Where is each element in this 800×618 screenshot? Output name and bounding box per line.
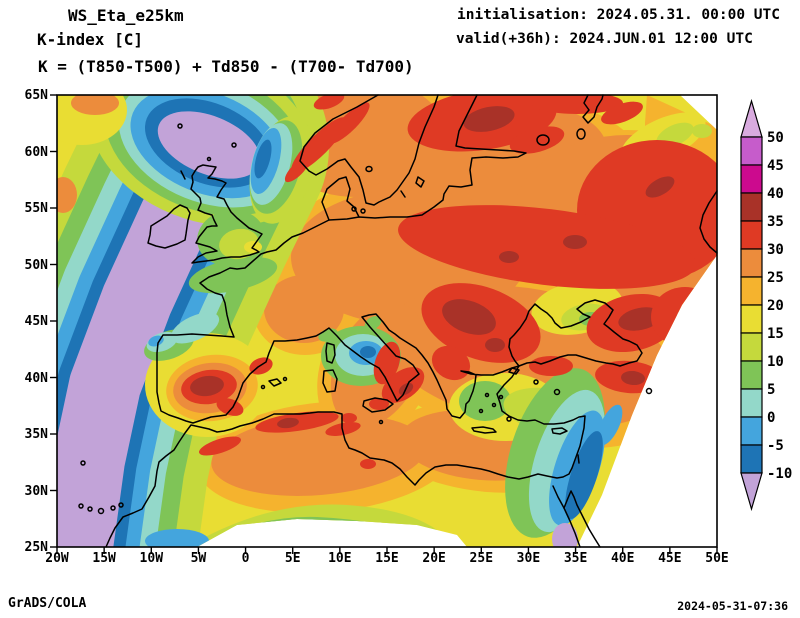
colorbar-segment bbox=[740, 164, 763, 194]
colorbar-segment bbox=[740, 220, 763, 250]
lat-tick-label: 45N bbox=[24, 314, 48, 329]
formula-label: K = (T850-T500) + Td850 - (T700- Td700) bbox=[38, 57, 414, 76]
lat-tick-label: 65N bbox=[24, 88, 48, 103]
colorbar-level-label: 10 bbox=[767, 354, 784, 370]
colorbar-level-label: -5 bbox=[767, 438, 784, 454]
model-title: WS_Eta_e25km bbox=[68, 6, 184, 25]
coastlines bbox=[78, 94, 718, 548]
lon-tick-label: 30E bbox=[516, 551, 541, 566]
lon-tick-label: 35E bbox=[563, 551, 588, 566]
colorbar-segment bbox=[740, 248, 763, 278]
colorbar-segment bbox=[740, 416, 763, 446]
lon-tick-label: 25E bbox=[469, 551, 494, 566]
lon-tick-label: 20W bbox=[45, 551, 69, 566]
colorbar-segment bbox=[740, 388, 763, 418]
colorbar-segment bbox=[740, 332, 763, 362]
lon-tick-label: 10E bbox=[328, 551, 352, 566]
colorbar-level-label: 50 bbox=[767, 130, 784, 146]
plot-timestamp: 2024-05-31-07:36 bbox=[677, 599, 788, 613]
colorbar-level-label: 25 bbox=[767, 270, 784, 286]
field-title: K-index [C] bbox=[37, 30, 143, 49]
map-canvas bbox=[50, 94, 718, 554]
lat-tick-label: 30N bbox=[24, 483, 48, 499]
colorbar-upper-arrow bbox=[740, 98, 763, 138]
map-frame bbox=[50, 94, 718, 554]
colorbar-segment bbox=[740, 192, 763, 222]
colorbar-level-label: 30 bbox=[767, 242, 784, 258]
colorbar-level-label: 0 bbox=[767, 410, 775, 426]
lon-tick-label: 20E bbox=[422, 551, 446, 566]
valid-time-label: valid(+36h): 2024.JUN.01 12:00 UTC bbox=[456, 31, 753, 47]
colorbar-level-label: 40 bbox=[767, 186, 784, 202]
lon-tick-label: 5E bbox=[284, 551, 301, 566]
lat-tick-label: 60N bbox=[24, 144, 48, 160]
colorbar-segment bbox=[740, 360, 763, 390]
colorbar-level-label: 15 bbox=[767, 326, 784, 342]
lon-tick-label: 15W bbox=[92, 551, 116, 566]
lat-tick-label: 25N bbox=[24, 540, 48, 555]
k-index-field bbox=[57, 95, 717, 547]
lat-tick-label: 55N bbox=[24, 201, 48, 216]
colorbar-level-label: 5 bbox=[767, 382, 775, 398]
lon-tick-label: 45E bbox=[658, 551, 682, 566]
colorbar-segment bbox=[740, 304, 763, 334]
colorbar-level-label: 45 bbox=[767, 158, 784, 174]
lon-tick-label: 15E bbox=[375, 551, 399, 566]
lon-tick-label: 5W bbox=[190, 551, 207, 566]
colorbar-level-label: 20 bbox=[767, 298, 784, 314]
colorbar-segment bbox=[740, 276, 763, 306]
lon-tick-label: 10W bbox=[139, 551, 164, 566]
colorbar-segment bbox=[740, 444, 763, 474]
colorbar-level-label: -10 bbox=[767, 466, 792, 482]
init-time-label: initialisation: 2024.05.31. 00:00 UTC bbox=[457, 7, 781, 23]
lat-tick-label: 35N bbox=[24, 427, 48, 442]
lon-tick-label: 0 bbox=[241, 551, 250, 566]
lat-tick-label: 50N bbox=[24, 257, 48, 273]
colorbar-segment bbox=[740, 136, 763, 166]
colorbar-lower-arrow bbox=[740, 472, 763, 512]
colorbar-level-label: 35 bbox=[767, 214, 784, 230]
grads-credit: GrADS/COLA bbox=[8, 596, 87, 611]
lon-tick-label: 40E bbox=[610, 551, 635, 566]
lat-tick-label: 40N bbox=[24, 370, 48, 386]
lon-tick-label: 50E bbox=[705, 551, 729, 566]
